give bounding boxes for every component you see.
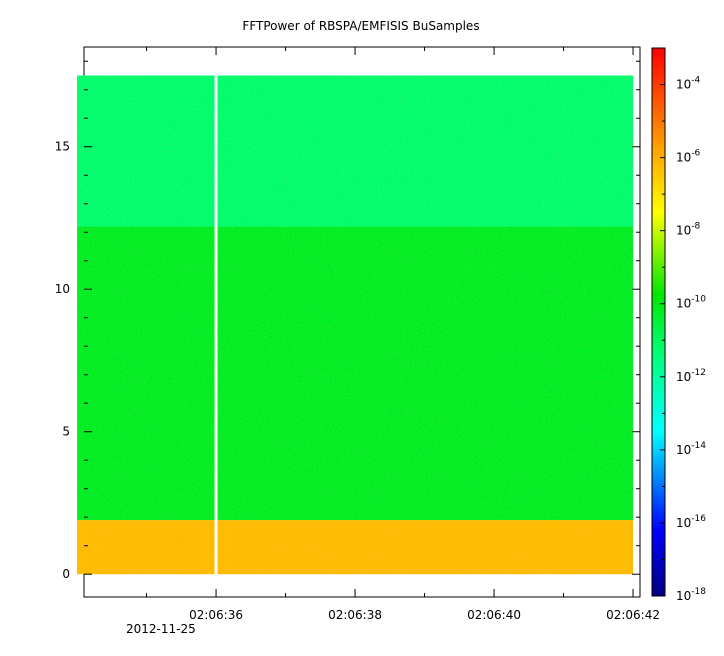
heatmap-texture bbox=[77, 75, 634, 575]
colorbar-tick-label: 10-12 bbox=[676, 368, 706, 384]
x-axis-date-label: 2012-11-25 bbox=[126, 622, 196, 636]
colorbar-tick-label: 10-14 bbox=[676, 441, 706, 457]
x-tick-label: 02:06:42 bbox=[606, 608, 660, 622]
x-tick-label: 02:06:40 bbox=[467, 608, 521, 622]
y-tick-label: 10 bbox=[55, 282, 70, 296]
y-tick-label: 5 bbox=[62, 425, 70, 439]
y-axis: 0 5 10 15 bbox=[55, 60, 640, 581]
colorbar-tick-label: 10-16 bbox=[676, 514, 706, 530]
chart-title: FFTPower of RBSPA/EMFISIS BuSamples bbox=[242, 19, 479, 33]
x-tick-label: 02:06:38 bbox=[328, 608, 382, 622]
data-gap bbox=[214, 75, 218, 575]
colorbar bbox=[651, 47, 666, 597]
y-tick-label: 15 bbox=[55, 140, 70, 154]
colorbar-tick-label: 10-4 bbox=[676, 76, 701, 92]
colorbar-tick-label: 10-6 bbox=[676, 149, 701, 165]
colorbar-tick-label: 10-8 bbox=[676, 222, 701, 238]
x-axis: 02:06:36 02:06:38 02:06:40 02:06:42 bbox=[146, 47, 660, 622]
y-tick-label: 0 bbox=[62, 567, 70, 581]
colorbar-tick-label: 10-10 bbox=[676, 295, 706, 311]
colorbar-tick-label: 10-18 bbox=[676, 587, 706, 603]
colorbar-axis: 10-18 10-16 10-14 10-12 10-10 10-8 10-6 10-4 bbox=[660, 76, 706, 603]
x-tick-label: 02:06:36 bbox=[189, 608, 243, 622]
